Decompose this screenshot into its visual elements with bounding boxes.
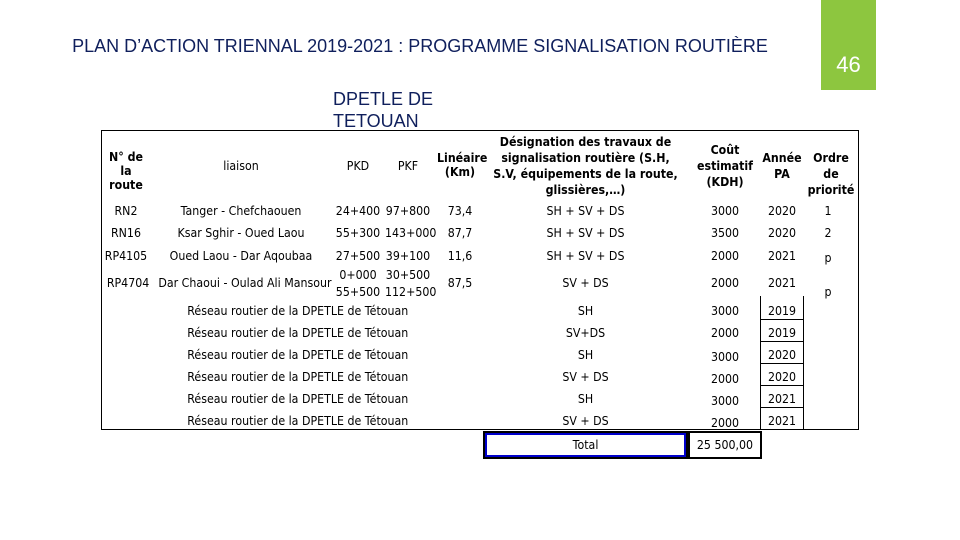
row2-cout: 3500 — [710, 226, 740, 240]
page-number-badge: 46 — [821, 0, 876, 90]
reseau-row4-cout: 2000 — [710, 372, 740, 386]
total-value-box — [688, 431, 762, 459]
row4-route: RP4704 — [106, 276, 150, 290]
reseau-row2-annee: 2019 — [767, 326, 797, 340]
row2-route: RN16 — [111, 226, 141, 240]
row3-designation: SH + SV + DS — [546, 249, 625, 263]
row4-ordre: p — [824, 285, 832, 299]
row1-liaison: Tanger - Chefchaouen — [180, 204, 302, 218]
header-ordre: Ordre de priorité — [807, 151, 855, 197]
reseau-row1-annee: 2019 — [767, 304, 797, 318]
row1-pkd: 24+400 — [335, 204, 381, 218]
row2-annee: 2020 — [767, 226, 797, 240]
row1-pkf: 97+800 — [385, 204, 431, 218]
row2-lineaire: 87,7 — [447, 226, 473, 240]
row1-route: RN2 — [114, 204, 138, 218]
row1-designation: SH + SV + DS — [546, 204, 625, 218]
reseau-row6-cout: 2000 — [710, 416, 740, 430]
page-title: PLAN D’ACTION TRIENNAL 2019-2021 : PROGR… — [72, 36, 768, 56]
grid-line — [760, 341, 803, 342]
grid-line — [760, 407, 803, 408]
grid-line — [760, 319, 803, 320]
reseau-row5-liaison: Réseau routier de la DPETLE de Tétouan — [187, 392, 409, 406]
header-liaison: liaison — [223, 159, 259, 173]
row1-annee: 2020 — [767, 204, 797, 218]
header-designation: Désignation des travaux de signalisation… — [493, 135, 678, 197]
page-subtitle: DPETLE DE TETOUAN — [333, 89, 434, 131]
row4-pkf2: 112+500 — [385, 285, 437, 299]
reseau-row5-annee: 2021 — [767, 392, 797, 406]
row3-liaison: Oued Laou - Dar Aqoubaa — [169, 249, 313, 263]
row4-designation: SV + DS — [562, 276, 609, 290]
grid-line — [760, 363, 803, 364]
row4-pkd: 0+000 — [339, 268, 377, 282]
reseau-row5-cout: 3000 — [710, 394, 740, 408]
total-value: 25 500,00 — [696, 438, 754, 452]
total-label-box — [483, 431, 688, 459]
row1-ordre: 1 — [824, 204, 832, 218]
row2-liaison: Ksar Sghir - Oued Laou — [177, 226, 305, 240]
reseau-row2-liaison: Réseau routier de la DPETLE de Tétouan — [187, 326, 409, 340]
row3-lineaire: 11,6 — [447, 249, 473, 263]
row2-designation: SH + SV + DS — [546, 226, 625, 240]
reseau-row4-annee: 2020 — [767, 370, 797, 384]
row4-pkd2: 55+500 — [335, 285, 381, 299]
reseau-row1-designation: SH — [577, 304, 594, 318]
row3-route: RP4105 — [104, 249, 148, 263]
row4-pkf: 30+500 — [385, 268, 431, 282]
header-pkd: PKD — [346, 159, 370, 173]
header-annee: Année PA — [762, 151, 802, 181]
reseau-row2-cout: 2000 — [710, 326, 740, 340]
reseau-row6-designation: SV + DS — [562, 414, 609, 428]
row3-annee: 2021 — [767, 249, 797, 263]
header-lineaire: Linéaire (Km) — [437, 151, 488, 179]
row1-cout: 3000 — [710, 204, 740, 218]
header-cout: Coût estimatif (KDH) — [697, 143, 753, 189]
row3-pkf: 39+100 — [385, 249, 431, 263]
reseau-row4-designation: SV + DS — [562, 370, 609, 384]
reseau-row3-annee: 2020 — [767, 348, 797, 362]
header-route: N° de la route — [108, 150, 143, 192]
total-label: Total — [572, 438, 599, 452]
reseau-row4-liaison: Réseau routier de la DPETLE de Tétouan — [187, 370, 409, 384]
action-plan-table — [101, 130, 859, 430]
reseau-row6-annee: 2021 — [767, 414, 797, 428]
reseau-row3-cout: 3000 — [710, 350, 740, 364]
header-pkf: PKF — [397, 159, 419, 173]
row3-pkd: 27+500 — [335, 249, 381, 263]
grid-line — [803, 296, 804, 430]
row3-cout: 2000 — [710, 249, 740, 263]
page-number: 46 — [836, 52, 861, 77]
reseau-row3-liaison: Réseau routier de la DPETLE de Tétouan — [187, 348, 409, 362]
total-label-inner — [487, 435, 684, 455]
row4-cout: 2000 — [710, 276, 740, 290]
reseau-row2-designation: SV+DS — [565, 326, 606, 340]
row4-lineaire: 87,5 — [447, 276, 473, 290]
reseau-row5-designation: SH — [577, 392, 594, 406]
reseau-row3-designation: SH — [577, 348, 594, 362]
row2-pkf: 143+000 — [385, 226, 437, 240]
reseau-row6-liaison: Réseau routier de la DPETLE de Tétouan — [187, 414, 409, 428]
row4-annee: 2021 — [767, 276, 797, 290]
row4-liaison: Dar Chaoui - Oulad Ali Mansour — [158, 276, 332, 290]
row2-ordre: 2 — [824, 226, 832, 240]
row1-lineaire: 73,4 — [447, 204, 473, 218]
row3-ordre: p — [824, 251, 832, 265]
row2-pkd: 55+300 — [335, 226, 381, 240]
grid-line — [760, 385, 803, 386]
reseau-row1-cout: 3000 — [710, 304, 740, 318]
reseau-row1-liaison: Réseau routier de la DPETLE de Tétouan — [187, 304, 409, 318]
